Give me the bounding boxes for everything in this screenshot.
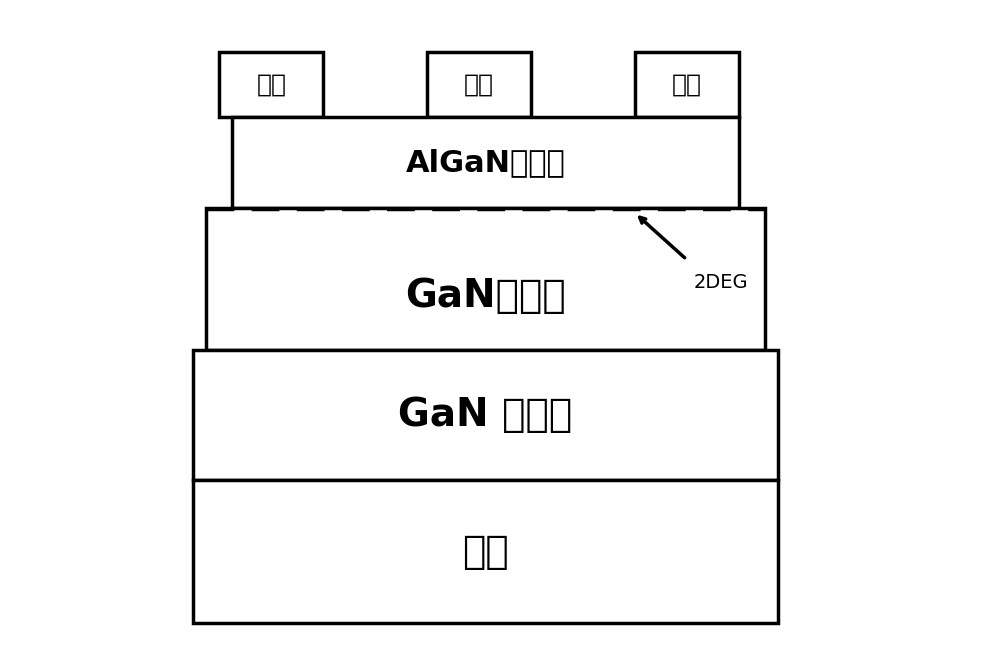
FancyBboxPatch shape (232, 117, 739, 208)
Text: 阳极: 阳极 (464, 73, 494, 96)
FancyBboxPatch shape (194, 350, 777, 480)
FancyBboxPatch shape (207, 208, 765, 350)
Text: 衬底: 衬底 (462, 533, 509, 570)
Text: GaN沟道层: GaN沟道层 (405, 277, 566, 315)
FancyBboxPatch shape (194, 480, 777, 623)
Text: GaN 缓冲层: GaN 缓冲层 (399, 397, 573, 434)
FancyBboxPatch shape (427, 52, 531, 117)
FancyBboxPatch shape (219, 52, 324, 117)
Text: 阴极: 阴极 (672, 73, 702, 96)
Text: 阴极: 阴极 (257, 73, 286, 96)
FancyBboxPatch shape (635, 52, 739, 117)
Text: AlGaN势垒层: AlGaN势垒层 (405, 148, 566, 177)
Text: 2DEG: 2DEG (693, 273, 748, 291)
